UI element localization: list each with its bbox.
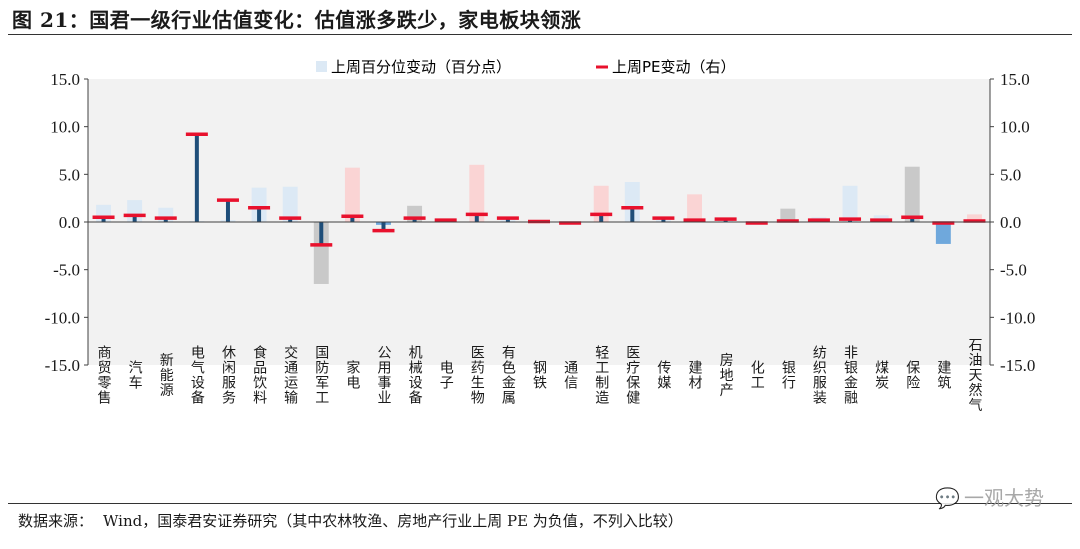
category-label: 新能源 [158,353,174,398]
category-label: 交通运输 [282,344,298,405]
legend-label-pe: 上周PE变动（右） [612,58,736,76]
percentile-bar [469,164,485,222]
category-label: 传媒 [655,360,671,390]
category-label: 纺织服装 [811,345,827,405]
category-label: 有色金属 [500,345,516,405]
watermark: 💬 一观大势 [935,482,1044,511]
y-tick-label-right: 0.0 [1000,213,1021,232]
category-label: 医疗保健 [624,345,640,405]
category-label: 石油天然气 [966,338,982,413]
category-label: 电气设备 [189,345,205,405]
category-label: 休闲服务 [220,345,236,405]
y-tick-label-right: -15.0 [1000,356,1035,375]
category-label: 建筑 [935,360,951,390]
top-rule [8,34,1072,35]
y-tick-label-right: -5.0 [1000,261,1027,280]
percentile-bar [282,186,298,222]
category-label: 保险 [904,360,920,390]
legend-label-percentile: 上周百分位变动（百分点） [331,58,511,76]
source-note: 数据来源： Wind，国泰君安证券研究（其中农林牧渔、房地产行业上周 PE 为负值… [18,510,693,531]
y-tick-label-right: -10.0 [1000,308,1035,327]
valuation-chart: 15.0 10.0 5.0 0.0 -5.0 -10.0 -15.0 15.0 10.0 5.0… [45,58,1036,413]
category-label: 国防军工 [313,345,329,405]
category-label: 汽车 [127,360,143,390]
category-label: 建材 [687,360,703,390]
y-tick-label-right: 5.0 [1000,165,1021,184]
wechat-icon: 💬 [935,486,960,510]
figure-title: 图 21：国君一级行业估值变化：估值涨多跌少，家电板块领涨 [12,8,582,32]
percentile-bar [935,222,951,244]
y-tick-label-left: 5.0 [59,165,80,184]
y-tick-label-left: 10.0 [50,118,80,137]
category-label: 非银金融 [842,345,858,405]
category-label: 食品饮料 [251,344,267,405]
category-label: 轻工制造 [593,345,609,405]
category-label: 钢铁 [531,360,547,390]
source-label: 数据来源： [18,512,94,530]
category-label: 电子 [438,360,454,390]
chart-legend: 上周百分位变动（百分点） 上周PE变动（右） [316,58,736,76]
category-label: 医药生物 [469,345,485,405]
category-label: 房地产 [718,353,734,398]
category-label: 煤炭 [873,360,889,390]
y-tick-label-left: -5.0 [53,261,80,280]
y-tick-label-right: 15.0 [1000,70,1030,89]
watermark-text: 一观大势 [964,486,1044,510]
percentile-bar [344,167,360,222]
percentile-bar [780,208,796,222]
percentile-bar [687,194,702,222]
category-label: 通信 [562,360,578,390]
category-label: 银行 [780,360,796,390]
category-label: 化工 [749,360,765,390]
category-label: 机械设备 [407,345,423,405]
percentile-bar [313,222,329,284]
source-text: Wind，国泰君安证券研究（其中农林牧渔、房地产行业上周 PE 为负值，不列入比… [103,512,683,530]
percentile-bar [966,214,982,222]
y-tick-label-right: 10.0 [1000,118,1030,137]
category-label: 家电 [344,359,360,390]
category-label: 公用事业 [375,345,391,405]
y-tick-label-left: -15.0 [45,356,80,375]
percentile-bar [251,187,267,222]
bottom-rule [8,503,1072,504]
y-tick-label-left: -10.0 [45,308,80,327]
percentile-bar [842,185,858,222]
category-label: 商贸零售 [96,345,112,405]
percentile-bar [904,166,920,222]
y-tick-label-left: 15.0 [50,70,80,89]
y-tick-label-left: 0.0 [59,213,80,232]
legend-swatch-percentile [316,61,327,72]
percentile-bar [624,181,640,222]
